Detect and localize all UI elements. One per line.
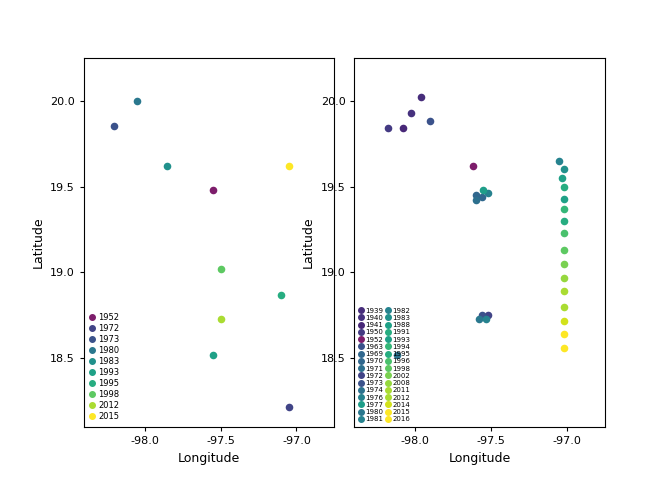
Point xyxy=(481,315,492,323)
Point xyxy=(109,122,120,130)
Point xyxy=(558,303,569,311)
Point xyxy=(558,246,569,254)
Legend: 1952, 1972, 1973, 1980, 1983, 1993, 1995, 1998, 2012, 2015: 1952, 1972, 1973, 1980, 1983, 1993, 1995… xyxy=(87,310,122,424)
Point xyxy=(558,229,569,237)
Point xyxy=(558,317,569,324)
Point xyxy=(162,162,173,170)
X-axis label: Longitude: Longitude xyxy=(448,452,511,465)
Y-axis label: Latitude: Latitude xyxy=(32,216,44,268)
Point xyxy=(557,174,568,182)
Point xyxy=(482,190,493,197)
Point xyxy=(398,124,409,132)
Point xyxy=(558,195,569,203)
Point xyxy=(215,315,226,323)
Point xyxy=(554,157,564,165)
Point xyxy=(470,196,481,204)
Point xyxy=(208,351,218,359)
Point xyxy=(276,291,287,299)
Point xyxy=(468,162,478,170)
Point xyxy=(392,351,403,359)
Point xyxy=(284,162,294,170)
Point xyxy=(215,265,226,273)
Point xyxy=(558,217,569,225)
X-axis label: Longitude: Longitude xyxy=(178,452,241,465)
Point xyxy=(478,186,489,194)
Point xyxy=(405,109,416,117)
Point xyxy=(558,260,569,268)
Point xyxy=(476,193,487,201)
Point xyxy=(208,186,218,194)
Point xyxy=(284,403,294,410)
Y-axis label: Latitude: Latitude xyxy=(302,216,315,268)
Point xyxy=(470,192,481,199)
Legend: 1939, 1940, 1941, 1950, 1952, 1963, 1969, 1970, 1971, 1972, 1973, 1974, 1976, 19: 1939, 1940, 1941, 1950, 1952, 1963, 1969… xyxy=(358,305,413,424)
Point xyxy=(476,312,487,319)
Point xyxy=(558,288,569,295)
Point xyxy=(558,344,569,352)
Point xyxy=(474,315,485,323)
Point xyxy=(482,312,493,319)
Point xyxy=(382,124,393,132)
Point xyxy=(558,274,569,281)
Point xyxy=(416,93,427,101)
Point xyxy=(558,166,569,173)
Point xyxy=(558,205,569,213)
Point xyxy=(425,118,435,125)
Point xyxy=(132,97,142,105)
Point xyxy=(558,183,569,191)
Point xyxy=(558,331,569,338)
